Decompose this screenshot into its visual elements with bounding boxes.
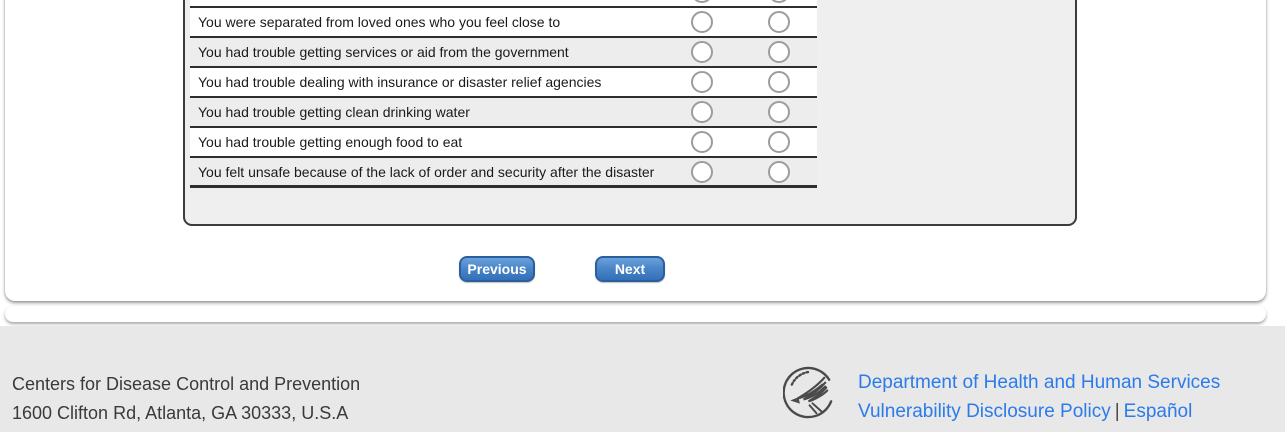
radio-cell [740, 8, 817, 36]
radio-option-1[interactable] [690, 71, 713, 93]
survey-row: You had trouble dealing with insurance o… [190, 68, 817, 98]
radio-cell [740, 158, 817, 185]
hhs-eagle-logo-icon [782, 366, 838, 421]
survey-row: You had trouble getting clean drinking w… [190, 98, 817, 128]
footer: Centers for Disease Control and Preventi… [0, 326, 1285, 432]
survey-question-label: You had trouble getting services or aid … [198, 44, 569, 60]
radio-option-1[interactable] [690, 160, 713, 183]
survey-row: You felt unsafe because of the lack of o… [190, 158, 817, 188]
radio-cell [663, 128, 740, 156]
next-button[interactable]: Next [595, 256, 665, 282]
footer-org-name: Centers for Disease Control and Preventi… [12, 374, 361, 394]
survey-question-label: You felt unsafe because of the lack of o… [198, 163, 655, 180]
radio-cell [740, 98, 817, 126]
survey-row: You had trouble getting services or aid … [190, 38, 817, 68]
footer-links-block: Department of Health and Human Services … [858, 368, 1220, 426]
radio-option-2[interactable] [767, 71, 790, 93]
radio-cell [740, 38, 817, 66]
radio-option-1[interactable] [690, 101, 713, 123]
radio-cell [740, 68, 817, 96]
radio-option-1[interactable] [690, 131, 713, 153]
survey-table: You were separated from loved ones who y… [190, 0, 817, 188]
link-separator: | [1114, 401, 1120, 422]
survey-row-clipped [190, 0, 817, 8]
vulnerability-disclosure-link[interactable]: Vulnerability Disclosure Policy [858, 401, 1111, 422]
radio-option-1[interactable] [690, 0, 713, 3]
radio-option-1[interactable] [690, 41, 713, 63]
survey-question-label: You had trouble dealing with insurance o… [198, 74, 602, 90]
main-content-card: You were separated from loved ones who y… [5, 0, 1266, 301]
radio-option-2[interactable] [767, 101, 790, 123]
previous-button[interactable]: Previous [459, 256, 535, 282]
survey-panel: You were separated from loved ones who y… [183, 0, 1077, 226]
survey-question-label: You were separated from loved ones who y… [198, 14, 561, 30]
radio-cell [663, 98, 740, 126]
radio-cell [663, 0, 740, 6]
radio-option-2[interactable] [767, 131, 790, 153]
radio-cell [663, 8, 740, 36]
radio-option-2[interactable] [767, 11, 790, 33]
survey-row: You were separated from loved ones who y… [190, 8, 817, 38]
survey-question-label: You had trouble getting enough food to e… [198, 134, 463, 150]
radio-cell [663, 68, 740, 96]
radio-option-1[interactable] [690, 11, 713, 33]
survey-question-label: You had trouble getting clean drinking w… [198, 104, 470, 120]
radio-option-2[interactable] [767, 41, 790, 63]
footer-address-block: Centers for Disease Control and Preventi… [12, 370, 360, 428]
radio-cell [663, 158, 740, 185]
radio-cell [740, 0, 817, 6]
radio-cell [740, 128, 817, 156]
bottom-white-bar [5, 306, 1266, 322]
espanol-link[interactable]: Español [1123, 401, 1193, 422]
hhs-link[interactable]: Department of Health and Human Services [858, 372, 1221, 393]
radio-option-2[interactable] [767, 160, 790, 183]
radio-option-2[interactable] [767, 0, 790, 3]
survey-row: You had trouble getting enough food to e… [190, 128, 817, 158]
footer-address: 1600 Clifton Rd, Atlanta, GA 30333, U.S.… [12, 403, 349, 423]
radio-cell [663, 38, 740, 66]
